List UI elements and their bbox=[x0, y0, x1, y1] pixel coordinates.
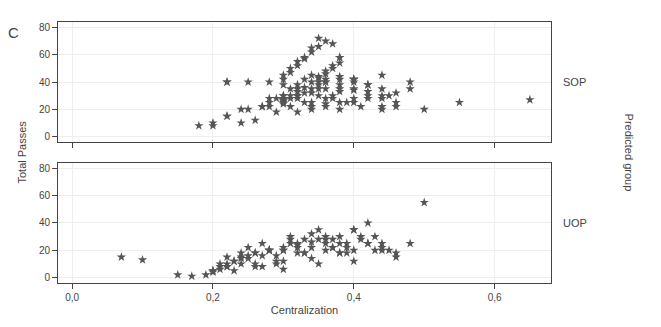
svg-text:20: 20 bbox=[39, 104, 51, 115]
svg-text:20: 20 bbox=[39, 245, 51, 256]
svg-text:60: 60 bbox=[39, 49, 51, 60]
svg-text:SOP: SOP bbox=[563, 76, 586, 88]
svg-text:0,6: 0,6 bbox=[488, 292, 502, 303]
svg-text:UOP: UOP bbox=[563, 217, 587, 229]
svg-text:40: 40 bbox=[39, 77, 51, 88]
svg-text:0: 0 bbox=[44, 131, 50, 142]
svg-text:Predicted group: Predicted group bbox=[623, 114, 635, 192]
svg-text:0,4: 0,4 bbox=[347, 292, 361, 303]
svg-text:0,2: 0,2 bbox=[206, 292, 220, 303]
svg-text:80: 80 bbox=[39, 22, 51, 33]
svg-text:40: 40 bbox=[39, 217, 51, 228]
svg-text:60: 60 bbox=[39, 190, 51, 201]
svg-text:0: 0 bbox=[44, 272, 50, 283]
svg-text:Centralization: Centralization bbox=[271, 304, 338, 316]
svg-text:0,0: 0,0 bbox=[65, 292, 79, 303]
svg-text:80: 80 bbox=[39, 163, 51, 174]
svg-text:C: C bbox=[8, 24, 19, 41]
svg-text:Total Passes: Total Passes bbox=[16, 121, 28, 184]
